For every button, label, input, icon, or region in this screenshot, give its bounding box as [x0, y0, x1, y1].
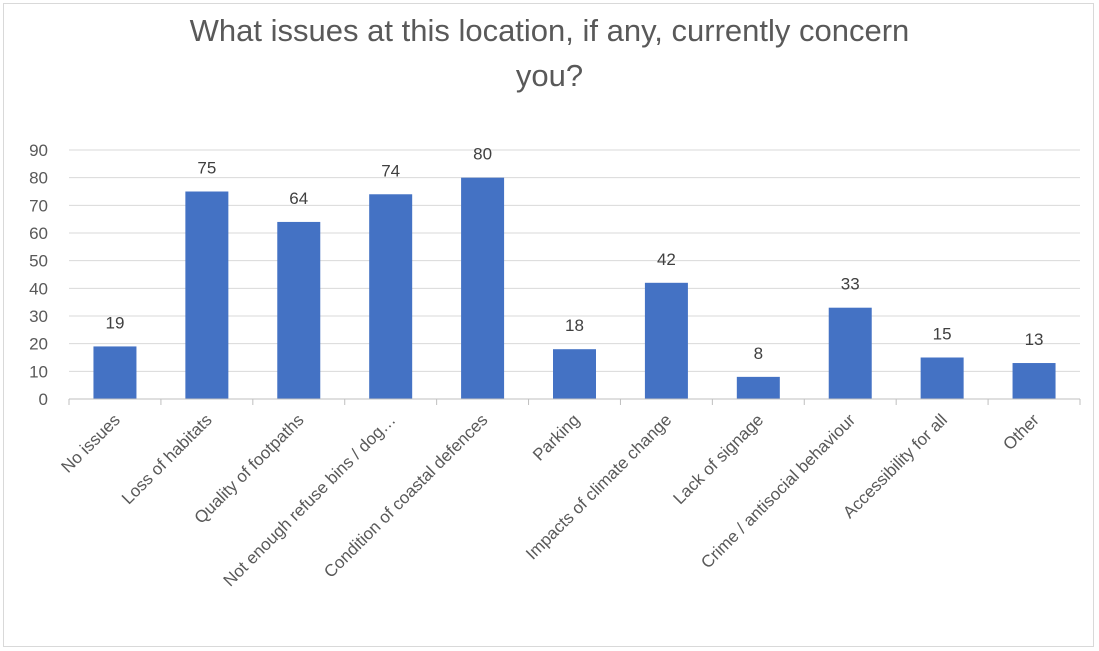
- category-label: No issues: [58, 410, 124, 476]
- data-label: 74: [381, 161, 400, 180]
- chart-frame: [3, 3, 1094, 647]
- bar: [736, 376, 780, 399]
- data-label: 33: [841, 275, 860, 294]
- chart-title-line-2: you?: [515, 58, 584, 93]
- y-tick-label: 10: [29, 362, 48, 381]
- category-label: Impacts of climate change: [522, 410, 675, 563]
- data-label: 15: [933, 325, 952, 344]
- category-label: Loss of habitats: [118, 410, 216, 508]
- data-label: 19: [105, 313, 124, 332]
- data-label: 13: [1025, 330, 1044, 349]
- gridlines: [69, 149, 1080, 372]
- bar: [920, 357, 964, 399]
- bar: [185, 191, 229, 399]
- bar: [828, 307, 872, 399]
- category-label: Parking: [529, 410, 583, 464]
- data-label: 75: [197, 159, 216, 178]
- bar: [369, 194, 413, 399]
- data-label: 8: [754, 344, 763, 363]
- data-label: 42: [657, 250, 676, 269]
- y-axis-ticks: 0 10 20 30 40 50 60 70 80 90: [29, 141, 48, 409]
- data-label: 80: [473, 145, 492, 164]
- y-tick-label: 80: [29, 169, 48, 188]
- chart-title: What issues at this location, if any, cu…: [0, 8, 1099, 98]
- bars: [93, 177, 1056, 399]
- y-tick-label: 0: [39, 390, 48, 409]
- bar: [277, 221, 321, 399]
- data-label: 18: [565, 316, 584, 335]
- y-tick-label: 40: [29, 279, 48, 298]
- category-label: Lack of signage: [669, 410, 767, 508]
- bar: [553, 349, 596, 399]
- y-tick-label: 60: [29, 224, 48, 243]
- data-labels: 19 75 64 74 80 18 42 8 33 15 13: [105, 145, 1043, 363]
- category-label: Accessibility for all: [839, 410, 951, 522]
- y-tick-label: 20: [29, 335, 48, 354]
- bar: [1012, 363, 1056, 399]
- x-axis: [68, 398, 1081, 405]
- category-label: Other: [999, 410, 1043, 454]
- y-tick-label: 30: [29, 307, 48, 326]
- category-label: Not enough refuse bins / dog…: [220, 410, 400, 590]
- data-label: 64: [289, 189, 308, 208]
- chart-title-line-1: What issues at this location, if any, cu…: [189, 13, 910, 48]
- bar: [93, 346, 137, 399]
- bar: [644, 282, 688, 399]
- y-tick-label: 70: [29, 196, 48, 215]
- y-tick-label: 50: [29, 252, 48, 271]
- category-label: Condition of coastal defences: [320, 410, 491, 581]
- y-tick-label: 90: [29, 141, 48, 160]
- category-label: Crime / antisocial behaviour: [697, 410, 859, 572]
- bar: [461, 177, 505, 399]
